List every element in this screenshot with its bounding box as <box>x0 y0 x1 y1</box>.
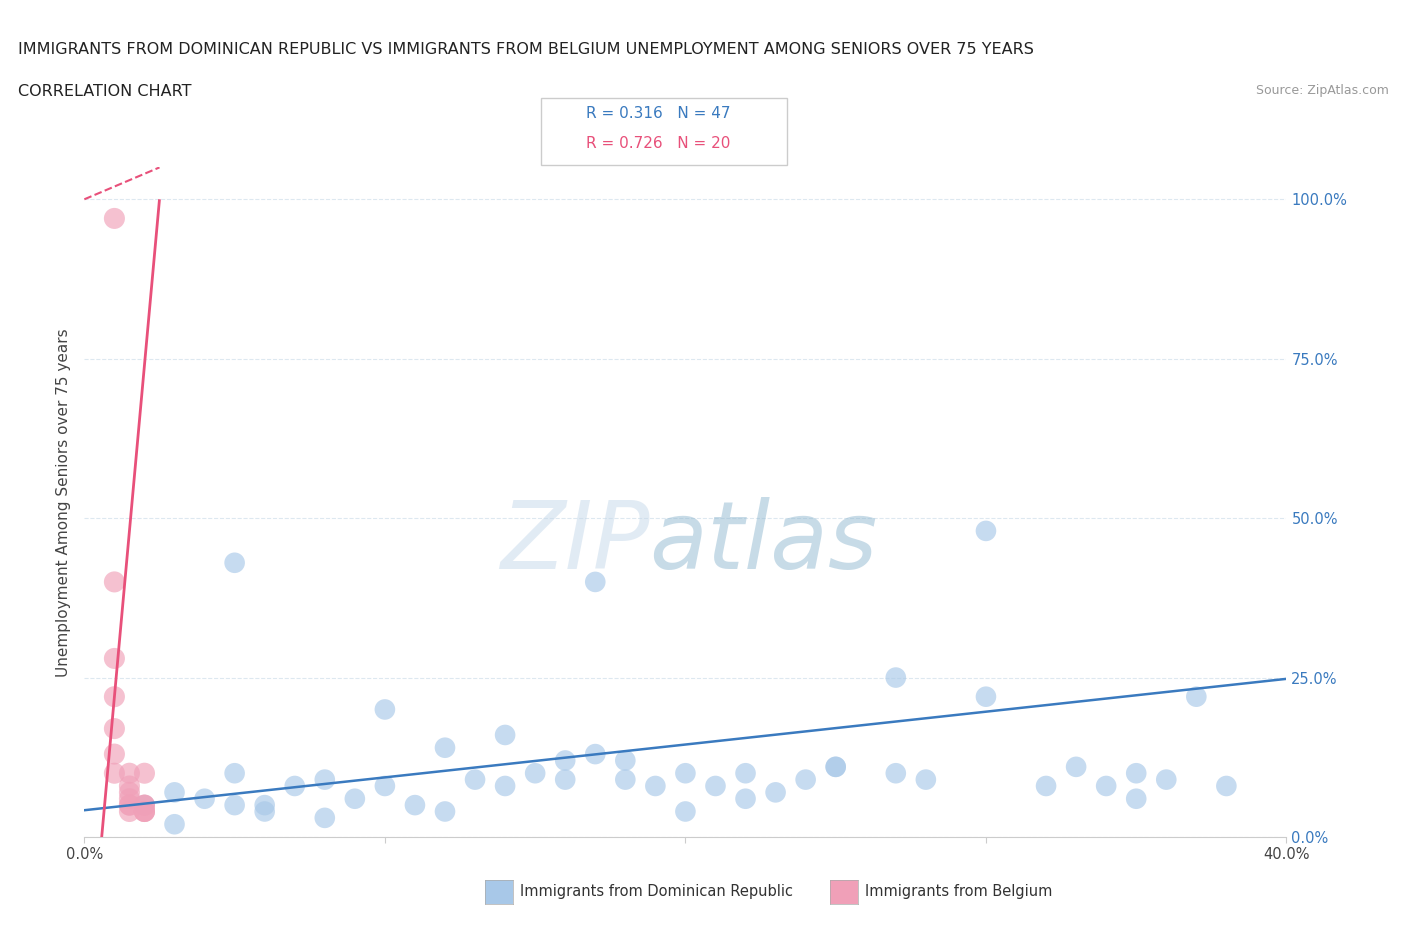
Point <box>1215 778 1237 793</box>
Point <box>794 772 817 787</box>
Point <box>434 804 457 819</box>
Point <box>554 772 576 787</box>
Point <box>224 798 246 813</box>
Point <box>118 798 141 813</box>
Point <box>134 798 156 813</box>
Point <box>583 747 606 762</box>
Point <box>134 804 156 819</box>
Point <box>224 765 246 780</box>
Y-axis label: Unemployment Among Seniors over 75 years: Unemployment Among Seniors over 75 years <box>56 328 72 676</box>
Point <box>884 765 907 780</box>
Point <box>118 791 141 806</box>
Point <box>704 778 727 793</box>
Point <box>134 798 156 813</box>
Point <box>343 791 366 806</box>
Point <box>644 778 666 793</box>
Point <box>118 785 141 800</box>
Point <box>253 804 276 819</box>
Point <box>434 740 457 755</box>
Point <box>915 772 938 787</box>
Text: atlas: atlas <box>650 497 877 588</box>
Text: R = 0.726   N = 20: R = 0.726 N = 20 <box>586 136 731 151</box>
Point <box>614 772 637 787</box>
Point <box>404 798 426 813</box>
Text: Source: ZipAtlas.com: Source: ZipAtlas.com <box>1256 84 1389 97</box>
Text: Immigrants from Dominican Republic: Immigrants from Dominican Republic <box>520 884 793 899</box>
Point <box>134 798 156 813</box>
Point <box>675 765 697 780</box>
Point <box>583 575 606 590</box>
Point <box>163 785 186 800</box>
Point <box>524 765 547 780</box>
Point <box>1035 778 1057 793</box>
Point <box>103 211 125 226</box>
Point <box>1125 791 1147 806</box>
Point <box>103 721 125 736</box>
Point <box>134 804 156 819</box>
Point <box>494 727 516 742</box>
Point <box>103 689 125 704</box>
Point <box>614 753 637 768</box>
Point <box>134 765 156 780</box>
Point <box>118 798 141 813</box>
Point <box>314 772 336 787</box>
Point <box>734 765 756 780</box>
Point <box>884 671 907 685</box>
Point <box>824 760 846 775</box>
Point <box>1064 760 1087 775</box>
Point <box>974 689 997 704</box>
Text: ZIP: ZIP <box>499 497 650 588</box>
Point <box>1185 689 1208 704</box>
Point <box>134 804 156 819</box>
Text: CORRELATION CHART: CORRELATION CHART <box>18 84 191 99</box>
Point <box>464 772 486 787</box>
Point <box>824 760 846 775</box>
Point <box>103 575 125 590</box>
Point <box>734 791 756 806</box>
Point <box>374 702 396 717</box>
Text: Immigrants from Belgium: Immigrants from Belgium <box>865 884 1052 899</box>
Point <box>194 791 217 806</box>
Point <box>554 753 576 768</box>
Point <box>118 765 141 780</box>
Point <box>374 778 396 793</box>
Point <box>1095 778 1118 793</box>
Point <box>974 524 997 538</box>
Point <box>494 778 516 793</box>
Point <box>675 804 697 819</box>
Point <box>1125 765 1147 780</box>
Point <box>103 651 125 666</box>
Point <box>765 785 787 800</box>
Text: R = 0.316   N = 47: R = 0.316 N = 47 <box>586 106 731 121</box>
Point <box>163 817 186 831</box>
Point <box>314 810 336 825</box>
Point <box>253 798 276 813</box>
Point <box>224 555 246 570</box>
Point <box>118 778 141 793</box>
Point <box>103 747 125 762</box>
Text: IMMIGRANTS FROM DOMINICAN REPUBLIC VS IMMIGRANTS FROM BELGIUM UNEMPLOYMENT AMONG: IMMIGRANTS FROM DOMINICAN REPUBLIC VS IM… <box>18 42 1035 57</box>
Point <box>103 765 125 780</box>
Point <box>1156 772 1178 787</box>
Point <box>284 778 307 793</box>
Point <box>118 804 141 819</box>
